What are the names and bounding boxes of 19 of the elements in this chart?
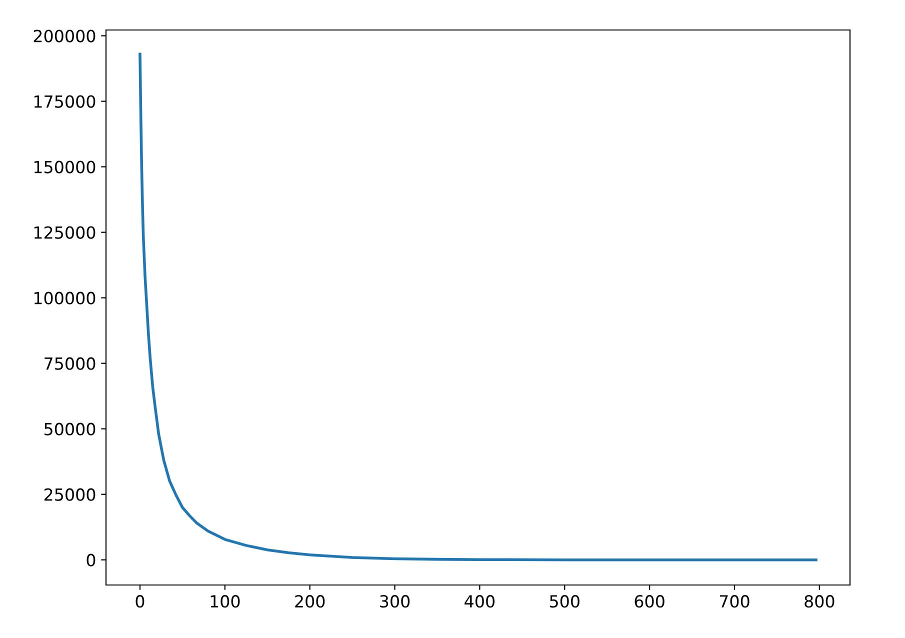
x-tick-label: 300 [380, 595, 410, 608]
x-tick-label: 0 [136, 595, 144, 608]
y-tick-label: 200000 [34, 30, 96, 42]
x-tick-label: 200 [295, 595, 325, 608]
y-tick-label: 0 [86, 554, 96, 566]
x-tick-label: 100 [210, 595, 240, 608]
y-tick-label: 125000 [34, 226, 96, 239]
y-tick-label: 150000 [34, 160, 96, 174]
x-tick-label: 600 [634, 595, 664, 608]
y-tick-label: 75000 [44, 357, 96, 370]
y-tick-label: 50000 [44, 422, 96, 436]
y-tick-label: 25000 [44, 488, 96, 501]
x-tick-label: 700 [720, 595, 750, 608]
y-tick-label: 100000 [34, 292, 96, 304]
y-tick-label: 175000 [34, 95, 96, 108]
x-tick-label: 500 [550, 595, 580, 608]
line-series [138, 52, 818, 562]
x-tick-label: 800 [804, 595, 834, 608]
x-tick-label: 400 [464, 595, 494, 608]
